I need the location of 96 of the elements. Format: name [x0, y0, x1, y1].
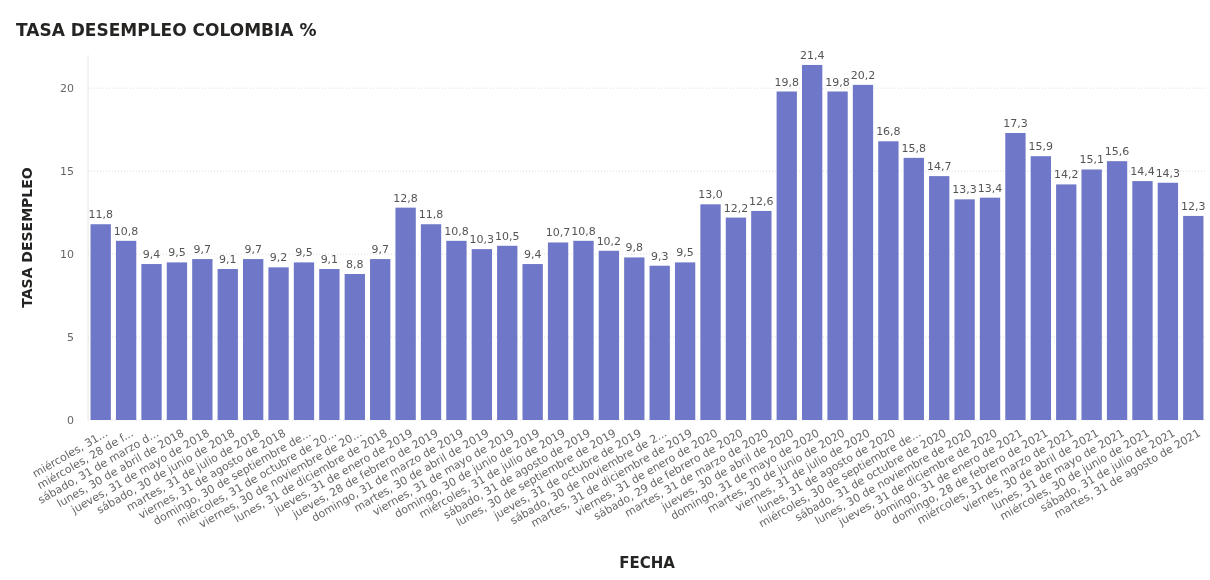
bar	[420, 224, 442, 420]
data-label: 9,7	[244, 243, 262, 257]
data-label: 10,5	[495, 229, 520, 243]
y-tick-label: 20	[60, 82, 74, 96]
bar	[624, 257, 645, 420]
bar	[395, 207, 416, 420]
data-label: 15,8	[901, 141, 927, 155]
data-label: 9,3	[650, 249, 669, 263]
bar	[649, 265, 670, 420]
bar	[1056, 184, 1077, 420]
bar	[827, 91, 848, 420]
y-tick-label: 5	[67, 330, 74, 344]
data-label: 9,7	[193, 243, 212, 257]
data-label: 21,4	[799, 48, 825, 62]
bar	[1030, 156, 1052, 420]
bar	[878, 141, 899, 420]
y-tick-label: 15	[60, 164, 74, 178]
bar	[751, 210, 772, 420]
data-label: 9,1	[320, 253, 339, 267]
data-label: 9,5	[295, 246, 313, 260]
bar	[217, 269, 238, 420]
data-label: 9,2	[269, 251, 288, 265]
data-label: 9,7	[371, 243, 389, 257]
bar	[979, 197, 1001, 420]
data-label: 10,8	[113, 224, 139, 238]
data-label: 9,1	[219, 253, 237, 267]
data-label: 10,8	[444, 224, 469, 238]
bar	[802, 64, 823, 420]
data-label: 11,8	[88, 208, 113, 222]
bar	[497, 245, 518, 420]
data-label: 15,1	[1079, 153, 1104, 167]
data-label: 13,3	[952, 183, 977, 197]
data-label: 16,8	[876, 125, 901, 139]
bar	[1157, 182, 1179, 420]
data-label: 13,4	[977, 181, 1003, 195]
data-label: 9,4	[523, 248, 542, 262]
data-label: 12,2	[723, 201, 749, 215]
data-label: 19,8	[774, 75, 799, 89]
bar	[547, 242, 569, 420]
data-label: 11,8	[418, 208, 444, 222]
bar	[90, 224, 111, 420]
data-label: 15,6	[1104, 145, 1130, 159]
data-label: 10,3	[469, 233, 495, 247]
bar	[319, 269, 340, 420]
bar	[344, 274, 365, 420]
bar	[370, 259, 391, 420]
chart-title: TASA DESEMPLEO COLOMBIA %	[16, 20, 317, 40]
data-label: 9,5	[168, 246, 186, 260]
data-label: 12,3	[1181, 199, 1206, 213]
bar	[1005, 132, 1026, 420]
data-label: 15,9	[1028, 140, 1054, 154]
bar	[903, 157, 924, 420]
bar	[115, 240, 137, 420]
y-axis-title: TASA DESEMPLEO	[19, 167, 35, 308]
data-label: 9,8	[625, 241, 644, 255]
data-label: 20,2	[850, 68, 876, 82]
data-label: 10,2	[596, 234, 622, 248]
bar	[598, 250, 620, 420]
data-label: 13,0	[698, 188, 723, 202]
data-label: 12,6	[749, 194, 774, 208]
bar	[776, 91, 797, 420]
bar	[268, 267, 289, 420]
bar	[573, 240, 594, 420]
bar	[929, 176, 950, 420]
bar	[1132, 181, 1153, 420]
data-label: 14,7	[926, 160, 952, 174]
bar	[954, 199, 975, 420]
bar	[243, 259, 264, 420]
data-label: 17,3	[1003, 116, 1028, 130]
bar	[674, 262, 696, 420]
bar	[725, 217, 747, 420]
data-label: 10,7	[545, 226, 571, 240]
data-label: 14,2	[1054, 168, 1079, 182]
data-label: 12,8	[393, 191, 418, 205]
data-label: 9,4	[142, 248, 161, 262]
data-label: 14,3	[1155, 166, 1181, 180]
bar	[192, 259, 213, 420]
bar	[1106, 161, 1128, 420]
data-label: 14,4	[1130, 165, 1155, 179]
bar	[700, 204, 721, 420]
bar	[293, 262, 315, 420]
bar	[446, 240, 467, 420]
bar	[141, 264, 162, 420]
x-axis-title: FECHA	[619, 554, 676, 572]
data-label: 10,8	[571, 224, 596, 238]
bar	[1081, 169, 1102, 420]
bar	[522, 264, 543, 420]
data-label: 19,8	[825, 75, 850, 89]
bar	[471, 249, 492, 420]
y-tick-label: 0	[67, 413, 74, 427]
data-label: 9,5	[676, 246, 694, 260]
y-tick-label: 10	[60, 247, 74, 261]
bar	[852, 84, 874, 420]
bar	[1183, 215, 1204, 420]
data-label: 8,8	[346, 258, 364, 271]
bar	[166, 262, 188, 420]
